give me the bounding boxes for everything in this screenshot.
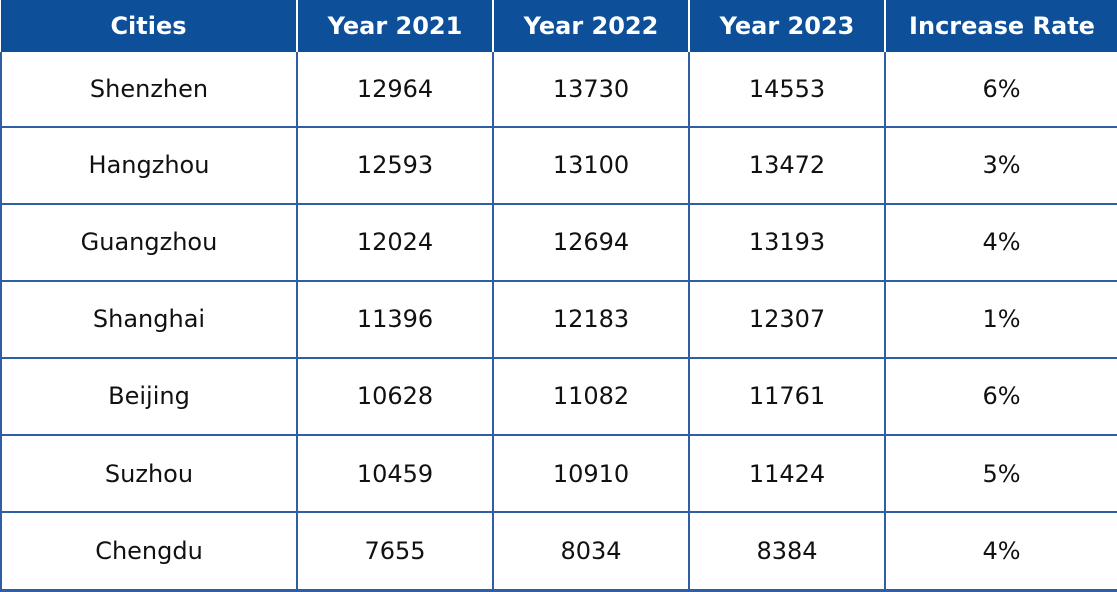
year-2023-cell: 11424: [688, 433, 886, 514]
table-row: Guangzhou 12024 12694 13193 4%: [0, 202, 1117, 282]
year-2021-cell: 11396: [296, 279, 494, 359]
year-2022-cell: 8034: [492, 511, 690, 592]
city-cell: Chengdu: [0, 511, 298, 592]
increase-rate-cell: 4%: [884, 511, 1117, 592]
year-2022-cell: 10910: [492, 433, 690, 514]
city-cell: Beijing: [0, 356, 298, 436]
year-2023-cell: 13472: [688, 125, 886, 205]
city-cell: Guangzhou: [0, 202, 298, 282]
year-2022-cell: 11082: [492, 356, 690, 436]
header-row: Cities Year 2021 Year 2022 Year 2023 Inc…: [1, 0, 1117, 52]
table-row: Hangzhou 12593 13100 13472 3%: [0, 125, 1117, 205]
year-2023-cell: 14553: [688, 52, 886, 128]
header-cities: Cities: [1, 0, 298, 52]
table-row: Shanghai 11396 12183 12307 1%: [0, 279, 1117, 359]
year-2022-cell: 12694: [492, 202, 690, 282]
city-cell: Shenzhen: [0, 52, 298, 128]
header-year-2021: Year 2021: [297, 0, 494, 52]
year-2021-cell: 12964: [296, 52, 494, 128]
header-increase-rate: Increase Rate: [885, 0, 1117, 52]
city-cell: Hangzhou: [0, 125, 298, 205]
increase-rate-cell: 6%: [884, 356, 1117, 436]
year-2022-cell: 13730: [492, 52, 690, 128]
year-2021-cell: 10628: [296, 356, 494, 436]
city-cell: Suzhou: [0, 433, 298, 514]
increase-rate-cell: 1%: [884, 279, 1117, 359]
increase-rate-cell: 4%: [884, 202, 1117, 282]
year-2023-cell: 12307: [688, 279, 886, 359]
city-cell: Shanghai: [0, 279, 298, 359]
table-row: Chengdu 7655 8034 8384 4%: [0, 511, 1117, 592]
year-2023-cell: 8384: [688, 511, 886, 592]
table-row: Beijing 10628 11082 11761 6%: [0, 356, 1117, 436]
year-2021-cell: 10459: [296, 433, 494, 514]
year-2023-cell: 13193: [688, 202, 886, 282]
year-2021-cell: 7655: [296, 511, 494, 592]
increase-rate-cell: 5%: [884, 433, 1117, 514]
increase-rate-cell: 3%: [884, 125, 1117, 205]
table-row: Shenzhen 12964 13730 14553 6%: [0, 52, 1117, 128]
header-year-2022: Year 2022: [493, 0, 690, 52]
table-body: Shenzhen 12964 13730 14553 6% Hangzhou 1…: [0, 52, 1117, 592]
year-2021-cell: 12593: [296, 125, 494, 205]
year-2023-cell: 11761: [688, 356, 886, 436]
increase-rate-cell: 6%: [884, 52, 1117, 128]
year-2021-cell: 12024: [296, 202, 494, 282]
year-2022-cell: 12183: [492, 279, 690, 359]
table-header: Cities Year 2021 Year 2022 Year 2023 Inc…: [1, 0, 1117, 52]
year-2022-cell: 13100: [492, 125, 690, 205]
header-year-2023: Year 2023: [689, 0, 886, 52]
table-row: Suzhou 10459 10910 11424 5%: [0, 433, 1117, 514]
